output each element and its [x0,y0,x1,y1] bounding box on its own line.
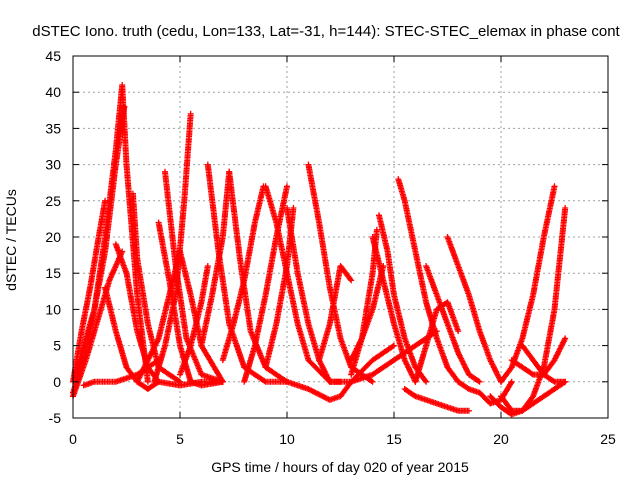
x-tick-label: 0 [69,431,77,447]
y-tick-label: 15 [45,265,61,281]
series-markers [284,342,397,403]
series-markers [177,263,211,378]
series-17 [219,183,267,364]
y-tick-label: 25 [45,193,61,209]
series-markers [316,263,355,364]
x-tick-label: 5 [176,431,184,447]
series-markers [498,205,569,414]
chart-title: dSTEC Iono. truth (cedu, Lon=133, Lat=-3… [32,23,620,40]
series-markers [519,342,569,385]
x-tick-label: 20 [493,431,509,447]
series-33 [423,263,483,385]
axis-ticks: 0 5 10 15 20 25 -5 0 5 10 15 20 25 30 35 40 45 [45,48,616,447]
series-markers [423,263,483,385]
y-tick-label: 0 [53,374,61,390]
x-tick-label: 25 [600,431,616,447]
series-markers [219,183,267,364]
y-tick-label: 40 [45,84,61,100]
series-29 [348,263,387,364]
y-tick-label: 35 [45,120,61,136]
series-markers [129,190,183,385]
series-markers [376,212,430,385]
x-axis-title: GPS time / hours of day 020 of year 2015 [211,459,469,475]
y-tick-label: 5 [53,338,61,354]
y-tick-label: 45 [45,48,61,64]
series-37 [498,205,569,414]
series-40 [519,342,569,385]
series-markers [401,386,472,414]
series-markers [262,205,297,371]
y-tick-label: 30 [45,157,61,173]
series-31 [401,386,472,414]
series-23 [284,342,397,403]
series-30 [395,176,462,385]
series-markers [395,176,462,385]
series-24 [316,263,355,364]
series-34 [444,234,504,385]
series-13 [177,263,211,378]
series-markers [444,234,504,385]
y-tick-label: -5 [49,410,62,426]
y-tick-label: 10 [45,301,61,317]
y-tick-label: 20 [45,229,61,245]
series-12 [151,110,194,385]
data-points [70,82,569,418]
series-28 [376,212,430,385]
series-markers [348,263,387,364]
series-21 [262,205,297,371]
series-16 [198,168,233,349]
series-markers [198,168,233,349]
series-markers [151,110,194,385]
x-tick-label: 10 [279,431,295,447]
series-7 [129,190,183,385]
y-axis-title: dSTEC / TECUs [3,189,19,291]
x-tick-label: 15 [386,431,402,447]
